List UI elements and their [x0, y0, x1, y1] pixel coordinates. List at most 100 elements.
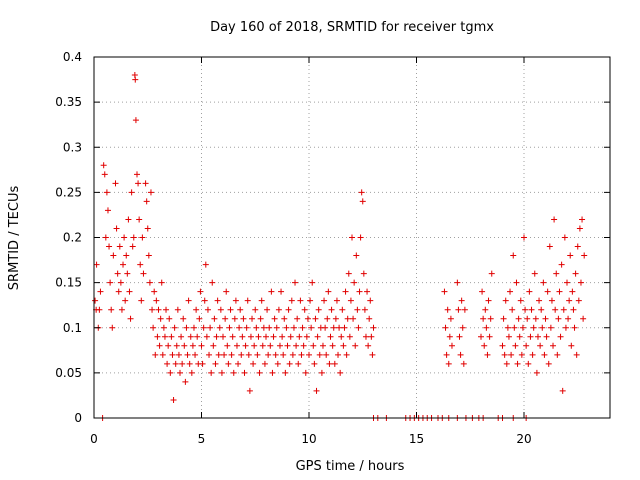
data-point — [360, 270, 367, 277]
data-point — [349, 234, 355, 241]
data-point — [569, 288, 576, 295]
data-point — [154, 333, 161, 340]
data-point — [366, 315, 373, 322]
data-point — [534, 333, 541, 340]
data-point — [160, 324, 167, 331]
data-point — [479, 288, 486, 295]
x-tick-label: 20 — [516, 432, 531, 446]
data-point — [132, 117, 139, 124]
data-point — [225, 360, 232, 367]
data-point — [214, 297, 221, 304]
data-point — [533, 369, 540, 376]
data-point — [193, 306, 200, 313]
data-point — [173, 342, 180, 349]
data-point — [249, 315, 256, 322]
data-point — [217, 306, 224, 313]
data-point — [250, 360, 257, 367]
data-point — [367, 297, 374, 304]
data-point — [159, 351, 166, 358]
data-point — [512, 342, 519, 349]
x-tick-label: 10 — [301, 432, 316, 446]
data-point — [112, 180, 119, 187]
data-point — [530, 324, 537, 331]
data-point — [172, 360, 179, 367]
data-point — [237, 306, 244, 313]
data-point — [200, 324, 207, 331]
data-point — [541, 351, 548, 358]
data-point — [456, 333, 463, 340]
data-point — [321, 297, 328, 304]
data-point — [253, 324, 260, 331]
y-tick-label: 0.3 — [63, 140, 82, 154]
data-point — [337, 369, 344, 376]
data-point — [330, 324, 337, 331]
data-point — [100, 162, 107, 169]
data-point — [516, 333, 523, 340]
data-point — [301, 306, 308, 313]
data-point — [443, 351, 450, 358]
data-point — [96, 306, 103, 313]
data-point — [368, 333, 375, 340]
data-point — [294, 315, 301, 322]
data-point — [298, 351, 305, 358]
data-point — [157, 315, 164, 322]
data-point — [129, 243, 136, 250]
data-point — [118, 306, 125, 313]
data-point — [97, 288, 104, 295]
data-point — [529, 351, 536, 358]
x-tick-label: 15 — [409, 432, 424, 446]
x-axis-label: GPS time / hours — [296, 459, 405, 474]
data-point — [454, 279, 461, 286]
data-point — [514, 360, 521, 367]
data-point — [351, 279, 358, 286]
data-point — [241, 369, 248, 376]
data-point — [338, 333, 345, 340]
data-point — [201, 297, 208, 304]
data-point — [233, 342, 240, 349]
data-point — [558, 261, 565, 268]
data-point — [122, 297, 129, 304]
data-point — [324, 315, 331, 322]
data-point — [101, 171, 108, 178]
data-point — [276, 342, 283, 349]
data-point — [287, 333, 294, 340]
data-point — [167, 369, 174, 376]
data-point — [447, 315, 454, 322]
data-point — [306, 351, 312, 358]
y-tick-label: 0.15 — [55, 276, 82, 290]
data-point — [156, 342, 163, 349]
data-point — [336, 324, 343, 331]
data-point — [480, 315, 487, 322]
data-point — [134, 171, 140, 178]
data-point — [285, 306, 292, 313]
data-point — [127, 315, 134, 322]
data-point — [120, 261, 127, 268]
data-point — [551, 216, 558, 223]
data-point — [224, 342, 231, 349]
data-point — [295, 360, 302, 367]
data-point — [510, 252, 517, 259]
data-point — [455, 306, 462, 313]
data-point — [280, 351, 287, 358]
data-point — [319, 342, 326, 349]
data-point — [138, 297, 145, 304]
data-point — [483, 324, 490, 331]
data-point — [220, 333, 226, 340]
data-point — [577, 279, 584, 286]
data-point — [329, 342, 336, 349]
data-point — [353, 252, 360, 259]
data-point — [177, 369, 183, 376]
data-point — [550, 342, 557, 349]
data-point — [255, 333, 262, 340]
data-point — [243, 324, 250, 331]
data-point — [508, 351, 515, 358]
data-point — [140, 270, 147, 277]
data-point — [192, 351, 199, 358]
data-point — [240, 315, 247, 322]
data-point — [581, 252, 588, 259]
data-point — [304, 315, 311, 322]
data-point — [266, 324, 273, 331]
data-point — [332, 315, 339, 322]
data-point — [513, 279, 520, 286]
data-point — [109, 324, 116, 331]
